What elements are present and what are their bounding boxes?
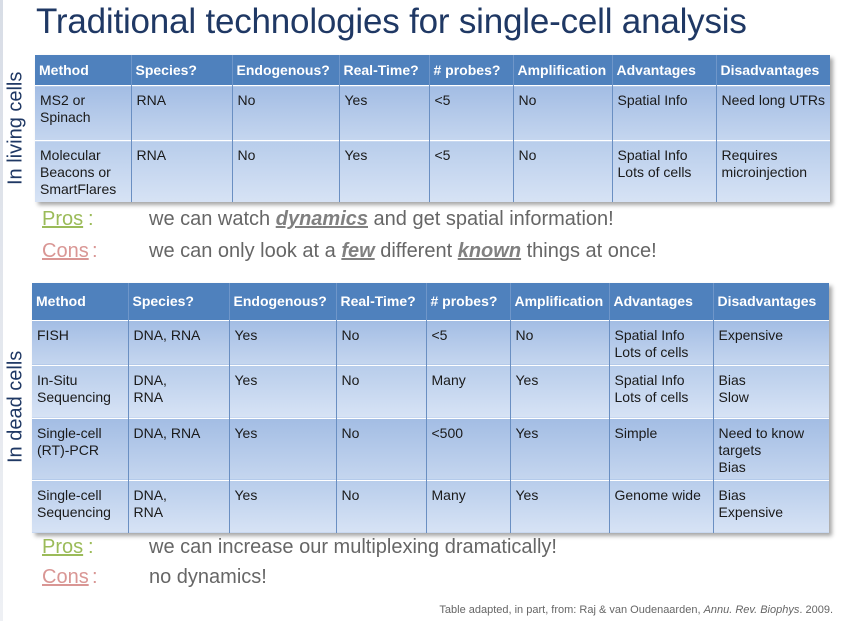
cell-probes: Many	[426, 364, 511, 418]
cell-amplification: No	[510, 319, 610, 365]
table-header-row: Method Species? Endogenous? Real-Time? #…	[35, 55, 830, 86]
header-probes: # probes?	[429, 55, 514, 86]
cell-species: RNA	[131, 85, 233, 141]
header-amplification: Amplification	[510, 283, 610, 320]
cell-endogenous: Yes	[229, 319, 337, 365]
cell-real-time: No	[336, 319, 427, 365]
source-journal: Annu. Rev. Biophys	[703, 604, 800, 616]
cell-advantages: Genome wide	[609, 479, 714, 533]
header-real-time: Real-Time?	[339, 55, 430, 86]
cell-method: Single-cell (RT)-PCR	[32, 417, 129, 480]
header-method: Method	[32, 283, 129, 320]
cell-advantages: Spatial Info Lots of cells	[609, 364, 714, 418]
cons-label: Cons	[42, 566, 89, 588]
cell-real-time: Yes	[339, 85, 430, 141]
cell-endogenous: Yes	[229, 479, 337, 533]
cell-method: MS2 or Spinach	[35, 85, 132, 141]
cell-species: RNA	[131, 140, 233, 202]
cell-amplification: Yes	[510, 364, 610, 418]
cell-disadvantages: Requires microinjection	[716, 140, 830, 202]
header-probes: # probes?	[426, 283, 511, 320]
cell-advantages: Simple	[609, 417, 714, 480]
cell-method: Molecular Beacons or SmartFlares	[35, 140, 132, 202]
table-row: FISH DNA, RNA Yes No <5 No Spatial Info …	[32, 319, 829, 365]
header-amplification: Amplification	[513, 55, 613, 86]
table-row: Single-cell Sequencing DNA, RNA Yes No M…	[32, 479, 829, 533]
cell-endogenous: Yes	[229, 417, 337, 480]
cons-label: Cons	[42, 240, 89, 262]
emph-few: few	[341, 240, 375, 262]
pros-colon: :	[88, 536, 94, 558]
table-row: In-Situ Sequencing DNA, RNA Yes No Many …	[32, 364, 829, 418]
cell-method: Single-cell Sequencing	[32, 479, 129, 533]
cell-probes: <5	[429, 85, 514, 141]
living-cells-table: Method Species? Endogenous? Real-Time? #…	[35, 55, 830, 202]
source-citation: Table adapted, in part, from: Raj & van …	[439, 604, 833, 616]
cell-disadvantages: Expensive	[713, 319, 829, 365]
header-species: Species?	[128, 283, 230, 320]
cell-method: In-Situ Sequencing	[32, 364, 129, 418]
cell-disadvantages: Bias Expensive	[713, 479, 829, 533]
cell-probes: <5	[426, 319, 511, 365]
cell-species: DNA, RNA	[128, 479, 230, 533]
cons-text: no dynamics!	[149, 566, 267, 588]
cell-species: DNA, RNA	[128, 364, 230, 418]
header-disadvantages: Disadvantages	[716, 55, 830, 86]
cons-colon: :	[92, 566, 98, 588]
side-label-living-cells: In living cells	[4, 71, 27, 185]
cell-amplification: Yes	[510, 479, 610, 533]
cell-endogenous: Yes	[229, 364, 337, 418]
cell-real-time: Yes	[339, 140, 430, 202]
cell-advantages: Spatial Info	[612, 85, 717, 141]
header-advantages: Advantages	[609, 283, 714, 320]
cell-species: DNA, RNA	[128, 417, 230, 480]
cell-amplification: Yes	[510, 417, 610, 480]
header-endogenous: Endogenous?	[229, 283, 337, 320]
header-method: Method	[35, 55, 132, 86]
pros-colon: :	[88, 208, 94, 230]
pros-label: Pros	[42, 208, 84, 230]
cell-amplification: No	[513, 85, 613, 141]
header-advantages: Advantages	[612, 55, 717, 86]
cell-endogenous: No	[232, 140, 340, 202]
pros-text: we can watch dynamics and get spatial in…	[149, 208, 614, 230]
emph-dynamics: dynamics	[275, 208, 368, 230]
cell-advantages: Spatial Info Lots of cells	[609, 319, 714, 365]
cell-real-time: No	[336, 479, 427, 533]
cell-probes: <5	[429, 140, 514, 202]
emph-known: known	[457, 240, 522, 262]
pros-text: we can increase our multiplexing dramati…	[149, 536, 557, 558]
cell-disadvantages: Need long UTRs	[716, 85, 830, 141]
header-species: Species?	[131, 55, 233, 86]
dead-cells-table: Method Species? Endogenous? Real-Time? #…	[32, 283, 829, 533]
cell-probes: <500	[426, 417, 511, 480]
side-label-dead-cells: In dead cells	[4, 350, 27, 464]
header-disadvantages: Disadvantages	[713, 283, 829, 320]
cell-disadvantages: Bias Slow	[713, 364, 829, 418]
slide-title: Traditional technologies for single-cell…	[36, 2, 747, 41]
table-row: MS2 or Spinach RNA No Yes <5 No Spatial …	[35, 85, 830, 141]
pros-label: Pros	[42, 536, 84, 558]
cell-probes: Many	[426, 479, 511, 533]
cell-species: DNA, RNA	[128, 319, 230, 365]
slide-left-border	[0, 0, 3, 621]
header-real-time: Real-Time?	[336, 283, 427, 320]
cell-advantages: Spatial Info Lots of cells	[612, 140, 717, 202]
table-header-row: Method Species? Endogenous? Real-Time? #…	[32, 283, 829, 320]
cell-disadvantages: Need to know targets Bias	[713, 417, 829, 480]
table-row: Single-cell (RT)-PCR DNA, RNA Yes No <50…	[32, 417, 829, 480]
cons-text: we can only look at a few different know…	[149, 240, 657, 262]
table-row: Molecular Beacons or SmartFlares RNA No …	[35, 140, 830, 202]
header-endogenous: Endogenous?	[232, 55, 340, 86]
cell-real-time: No	[336, 417, 427, 480]
cons-colon: :	[92, 240, 98, 262]
cell-endogenous: No	[232, 85, 340, 141]
cell-amplification: No	[513, 140, 613, 202]
cell-real-time: No	[336, 364, 427, 418]
cell-method: FISH	[32, 319, 129, 365]
